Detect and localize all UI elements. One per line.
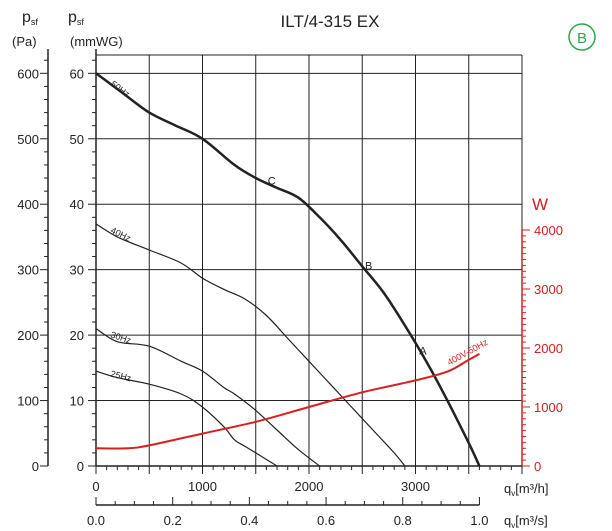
svg-text:psf: psf <box>68 9 84 27</box>
badge-circle <box>568 23 596 51</box>
series-layer <box>95 72 481 467</box>
y-axis-pa-symbol: p <box>22 9 31 26</box>
x-axis-m3h-unit: [m³/h] <box>515 481 548 496</box>
y-axis-pa-header: psf (Pa) <box>12 9 38 49</box>
y-axis-mmwg-tick-label: 20 <box>70 328 84 343</box>
series-line-400v-50hz <box>95 353 480 450</box>
y-axis-mmwg-tick-label: 30 <box>70 263 84 278</box>
x-axis-m3s-tick-label: 0.4 <box>240 513 258 528</box>
axes-layer: 0102030405060010020030040050060001000200… <box>17 49 563 528</box>
x-axis-m3h-tick-label: 0 <box>92 479 99 494</box>
y-axis-power-tick-label: 2000 <box>534 341 563 356</box>
x-axis-m3s-tick-label: 1.0 <box>470 513 488 528</box>
y-axis-pa-tick-label: 300 <box>17 263 39 278</box>
series-label-30hz: 30Hz <box>109 330 133 346</box>
x-axis-m3s-symbol: q <box>504 513 511 528</box>
x-axis-m3s-tick-label: 0.2 <box>164 513 182 528</box>
x-axis-m3h-tick-label: 2000 <box>295 479 324 494</box>
y-axis-pa-unit: (Pa) <box>12 34 37 49</box>
y-axis-power-tick-label: 0 <box>534 459 541 474</box>
y-axis-pa-tick-label: 100 <box>17 394 39 409</box>
x-axis-m3s-unit: [m³/s] <box>515 513 548 528</box>
svg-text:qv[m³/h]: qv[m³/h] <box>504 481 548 498</box>
y-axis-mmwg-subscript: sf <box>77 17 85 27</box>
series-label-25hz: 25Hz <box>110 369 133 384</box>
x-axis-m3h-subscript: v <box>511 489 515 498</box>
y-axis-power-tick-label: 3000 <box>534 282 563 297</box>
series-line-25hz <box>95 370 278 467</box>
operating-point-a: A <box>419 346 427 358</box>
x-axis-m3s-tick-label: 0.8 <box>394 513 412 528</box>
x-axis-m3h-symbol: q <box>504 481 511 496</box>
y-axis-pa-subscript: sf <box>31 17 39 27</box>
svg-text:psf: psf <box>22 9 38 27</box>
y-axis-mmwg-tick-label: 60 <box>70 66 84 81</box>
y-axis-mmwg-unit: (mmWG) <box>70 34 123 49</box>
grid-layer <box>96 54 523 466</box>
series-line-30hz <box>95 328 320 467</box>
y-axis-mmwg-tick-label: 10 <box>70 394 84 409</box>
svg-text:qv[m³/s]: qv[m³/s] <box>504 513 548 530</box>
y-axis-pa-tick-label: 0 <box>32 459 39 474</box>
y-axis-pa-tick-label: 200 <box>17 328 39 343</box>
x-axis-m3h-tick-label: 3000 <box>401 479 430 494</box>
y-axis-power-label: W <box>532 195 548 214</box>
y-axis-pa-tick-label: 600 <box>17 66 39 81</box>
x-axis-m3h-tick-label: 1000 <box>188 479 217 494</box>
badge-label: B <box>577 30 587 47</box>
y-axis-mmwg-tick-label: 50 <box>70 132 84 147</box>
y-axis-pa-tick-label: 400 <box>17 197 39 212</box>
series-label-400v-50hz: 400V-50Hz <box>446 337 490 368</box>
series-line-50hz <box>95 72 481 467</box>
series-label-40hz: 40Hz <box>109 225 133 243</box>
x-axis-m3s-tick-label: 0.6 <box>317 513 335 528</box>
series-badge: B <box>568 23 596 51</box>
x-axis-m3s-tick-label: 0.0 <box>87 513 105 528</box>
y-axis-power-tick-label: 1000 <box>534 400 563 415</box>
y-axis-mmwg-tick-label: 0 <box>77 459 84 474</box>
y-axis-mmwg-tick-label: 40 <box>70 197 84 212</box>
series-line-40hz <box>95 223 406 467</box>
y-axis-pa-tick-label: 500 <box>17 132 39 147</box>
chart-title: ILT/4-315 EX <box>281 12 380 31</box>
y-axis-mmwg-symbol: p <box>68 9 77 26</box>
y-axis-power-tick-label: 4000 <box>534 223 563 238</box>
operating-point-c: C <box>268 176 276 188</box>
operating-point-b: B <box>365 261 372 273</box>
x-axis-m3s-subscript: v <box>511 521 515 530</box>
y-axis-mmwg-header: psf (mmWG) <box>68 9 123 49</box>
